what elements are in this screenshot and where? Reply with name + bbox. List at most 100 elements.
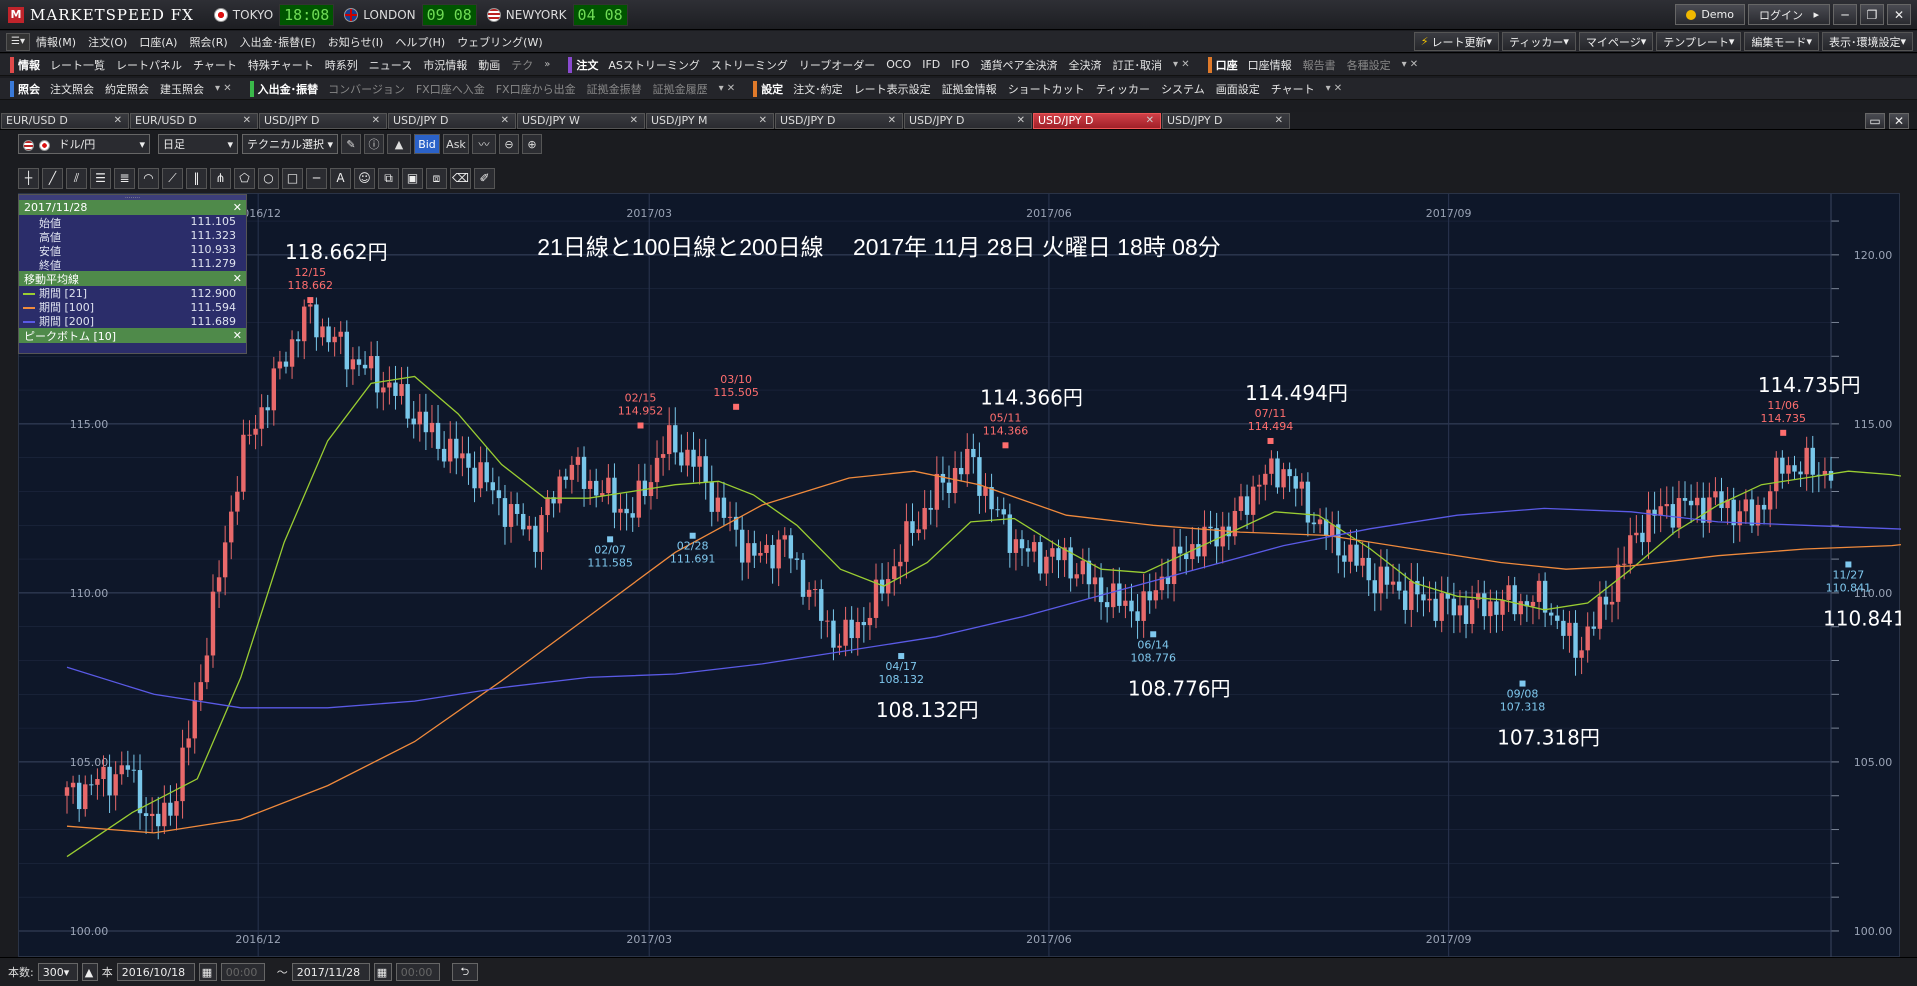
login-button[interactable]: ログイン ▸ bbox=[1748, 4, 1830, 25]
pitchfork-icon[interactable]: ⋔ bbox=[210, 167, 231, 189]
tool-pair-close-all[interactable]: 通貨ペア全決済 bbox=[980, 58, 1058, 72]
tool-margin-history[interactable]: 証拠金履歴 bbox=[652, 82, 708, 96]
tool-margin-info[interactable]: 証拠金情報 bbox=[941, 82, 997, 96]
close-tab-icon[interactable]: ✕ bbox=[500, 115, 509, 126]
close-chart-button[interactable]: ✕ bbox=[1889, 113, 1909, 129]
from-date-input[interactable]: 2016/10/18 bbox=[116, 963, 195, 981]
tool-chart[interactable]: チャート bbox=[193, 58, 237, 72]
channel-icon[interactable]: ⫽ bbox=[66, 167, 87, 189]
tool-shortcut[interactable]: ショートカット bbox=[1007, 82, 1085, 96]
ask-toggle[interactable]: Ask bbox=[443, 134, 469, 154]
chart-tab[interactable]: EUR/USD D ✕ bbox=[1, 112, 129, 129]
tool-order-inquiry[interactable]: 注文照会 bbox=[50, 82, 94, 96]
tool-close-all[interactable]: 全決済 bbox=[1068, 58, 1102, 72]
price-chart[interactable]: 100.00 100.00 105.00 105.00 110.00 110.00 115.… bbox=[19, 194, 1901, 958]
vertical-lines-icon[interactable]: ‖ bbox=[186, 167, 207, 189]
chart-tab[interactable]: USD/JPY D ✕ bbox=[1162, 112, 1290, 129]
close-icon[interactable]: ✕ bbox=[232, 201, 242, 214]
mypage-button[interactable]: マイページ ▾ bbox=[1578, 32, 1654, 51]
tool-video[interactable]: 動画 bbox=[478, 58, 501, 72]
stamp-icon[interactable]: ☺ bbox=[354, 167, 375, 189]
restore-button[interactable]: ❐ bbox=[1860, 4, 1884, 25]
tool-conversion[interactable]: コンバージョン bbox=[328, 82, 405, 96]
close-tab-icon[interactable]: ✕ bbox=[371, 115, 380, 126]
retracement-icon[interactable]: ≣ bbox=[114, 167, 135, 189]
chart-tab[interactable]: USD/JPY D ✕ bbox=[775, 112, 903, 129]
close-tab-icon[interactable]: ✕ bbox=[242, 115, 251, 126]
text-icon[interactable]: A bbox=[330, 167, 351, 189]
tool-report[interactable]: 報告書 bbox=[1302, 58, 1336, 72]
close-tab-icon[interactable]: ✕ bbox=[1016, 115, 1025, 126]
tool-rate-panel[interactable]: レートパネル bbox=[116, 58, 182, 72]
technical-select[interactable]: テクニカル選択 ▾ bbox=[242, 134, 338, 154]
copy-icon[interactable]: ⧉ bbox=[378, 167, 399, 189]
display-settings-button[interactable]: 表示･環境設定 ▾ bbox=[1821, 32, 1913, 51]
close-tab-icon[interactable]: ✕ bbox=[1145, 115, 1154, 126]
close-tab-icon[interactable]: ✕ bbox=[1274, 115, 1283, 126]
tool-withdraw[interactable]: FX口座から出金 bbox=[495, 82, 576, 96]
eraser-icon[interactable]: ⌫ bbox=[450, 167, 471, 189]
refresh-button[interactable]: ⮌ bbox=[451, 963, 478, 981]
from-time-input[interactable]: 00:00 bbox=[220, 963, 265, 981]
tool-as-streaming[interactable]: ASストリーミング bbox=[608, 58, 700, 72]
panel-drag-handle[interactable]: ········ bbox=[19, 195, 246, 202]
tool-modify-cancel[interactable]: 訂正･取消 bbox=[1112, 58, 1163, 72]
chart-tab[interactable]: USD/JPY D ✕ bbox=[259, 112, 387, 129]
crosshair-icon[interactable]: ┼ bbox=[18, 167, 39, 189]
menu-transfer[interactable]: 入出金･振替(E) bbox=[239, 35, 316, 49]
minimize-button[interactable]: ─ bbox=[1833, 4, 1857, 25]
bid-toggle[interactable]: Bid bbox=[414, 134, 440, 154]
tool-chart-settings[interactable]: チャート bbox=[1270, 82, 1315, 96]
close-button[interactable]: ✕ bbox=[1887, 4, 1911, 25]
trend-line-icon[interactable]: ╱ bbox=[42, 167, 63, 189]
area-chart-icon[interactable]: ▲ bbox=[387, 134, 411, 154]
template-button[interactable]: テンプレート ▾ bbox=[1656, 32, 1742, 51]
calendar-button[interactable]: ▦ bbox=[373, 963, 392, 981]
chart-tab[interactable]: USD/JPY D ✕ bbox=[1033, 112, 1161, 129]
tool-various-settings[interactable]: 各種設定 bbox=[1346, 58, 1391, 72]
close-tab-icon[interactable]: ✕ bbox=[758, 115, 767, 126]
tool-special-chart[interactable]: 特殊チャート bbox=[247, 58, 314, 72]
tool-screen-settings[interactable]: 画面設定 bbox=[1215, 82, 1260, 96]
menu-inquiry[interactable]: 照会(R) bbox=[189, 35, 228, 49]
dropdown-icon[interactable]: ▾ ✕ bbox=[718, 83, 736, 94]
close-tab-icon[interactable]: ✕ bbox=[113, 115, 122, 126]
tool-market-info[interactable]: 市況情報 bbox=[423, 58, 468, 72]
to-date-input[interactable]: 2017/11/28 bbox=[291, 963, 370, 981]
pen-icon[interactable]: ✎ bbox=[341, 134, 361, 154]
polygon-icon[interactable]: ⬠ bbox=[234, 167, 255, 189]
tool-margin-transfer[interactable]: 証拠金振替 bbox=[586, 82, 642, 96]
gann-icon[interactable]: ⟋ bbox=[162, 167, 183, 189]
zoom-in-icon[interactable]: ⊕ bbox=[522, 134, 542, 154]
overflow-icon[interactable]: » bbox=[544, 59, 551, 70]
horizontal-line-icon[interactable]: ─ bbox=[306, 167, 327, 189]
demo-button[interactable]: Demo bbox=[1675, 4, 1745, 25]
tool-account-info[interactable]: 口座情報 bbox=[1247, 58, 1292, 72]
edit-mode-button[interactable]: 編集モード ▾ bbox=[1744, 32, 1819, 51]
rectangle-icon[interactable]: □ bbox=[282, 167, 303, 189]
menu-info[interactable]: 情報(M) bbox=[36, 35, 77, 49]
dropdown-icon[interactable]: ▾ ✕ bbox=[215, 83, 232, 94]
tool-deposit[interactable]: FX口座へ入金 bbox=[415, 82, 485, 96]
count-input[interactable]: 300 ▾ bbox=[37, 963, 78, 981]
menu-help[interactable]: ヘルプ(H) bbox=[395, 35, 446, 49]
ticker-button[interactable]: ティッカー ▾ bbox=[1502, 32, 1576, 51]
chart-tab[interactable]: USD/JPY W ✕ bbox=[517, 112, 645, 129]
paste-icon[interactable]: ▣ bbox=[402, 167, 423, 189]
info-icon[interactable]: ⓘ bbox=[364, 134, 384, 154]
period-select[interactable]: 日足 ▾ bbox=[158, 134, 238, 154]
dropdown-icon[interactable]: ▾ ✕ bbox=[1173, 59, 1190, 70]
menu-webring[interactable]: ウェブリング(W) bbox=[457, 35, 543, 49]
tool-leave-order[interactable]: リーブオーダー bbox=[798, 58, 876, 72]
rate-update-button[interactable]: ⚡ レート更新 ▾ bbox=[1413, 32, 1500, 51]
tool-news[interactable]: ニュース bbox=[368, 58, 413, 72]
hamburger-icon[interactable]: ☰▾ bbox=[6, 32, 30, 51]
tool-rate-display[interactable]: レート表示設定 bbox=[853, 82, 931, 96]
chart-tab[interactable]: USD/JPY M ✕ bbox=[646, 112, 774, 129]
tool-execution-inquiry[interactable]: 約定照会 bbox=[105, 82, 149, 96]
tool-ifo[interactable]: IFO bbox=[951, 58, 970, 71]
dropdown-icon[interactable]: ▾ ✕ bbox=[1401, 59, 1419, 70]
chart-tab[interactable]: EUR/USD D ✕ bbox=[130, 112, 258, 129]
close-icon[interactable]: ✕ bbox=[232, 272, 242, 285]
tool-rate-list[interactable]: レート一覧 bbox=[50, 58, 105, 72]
